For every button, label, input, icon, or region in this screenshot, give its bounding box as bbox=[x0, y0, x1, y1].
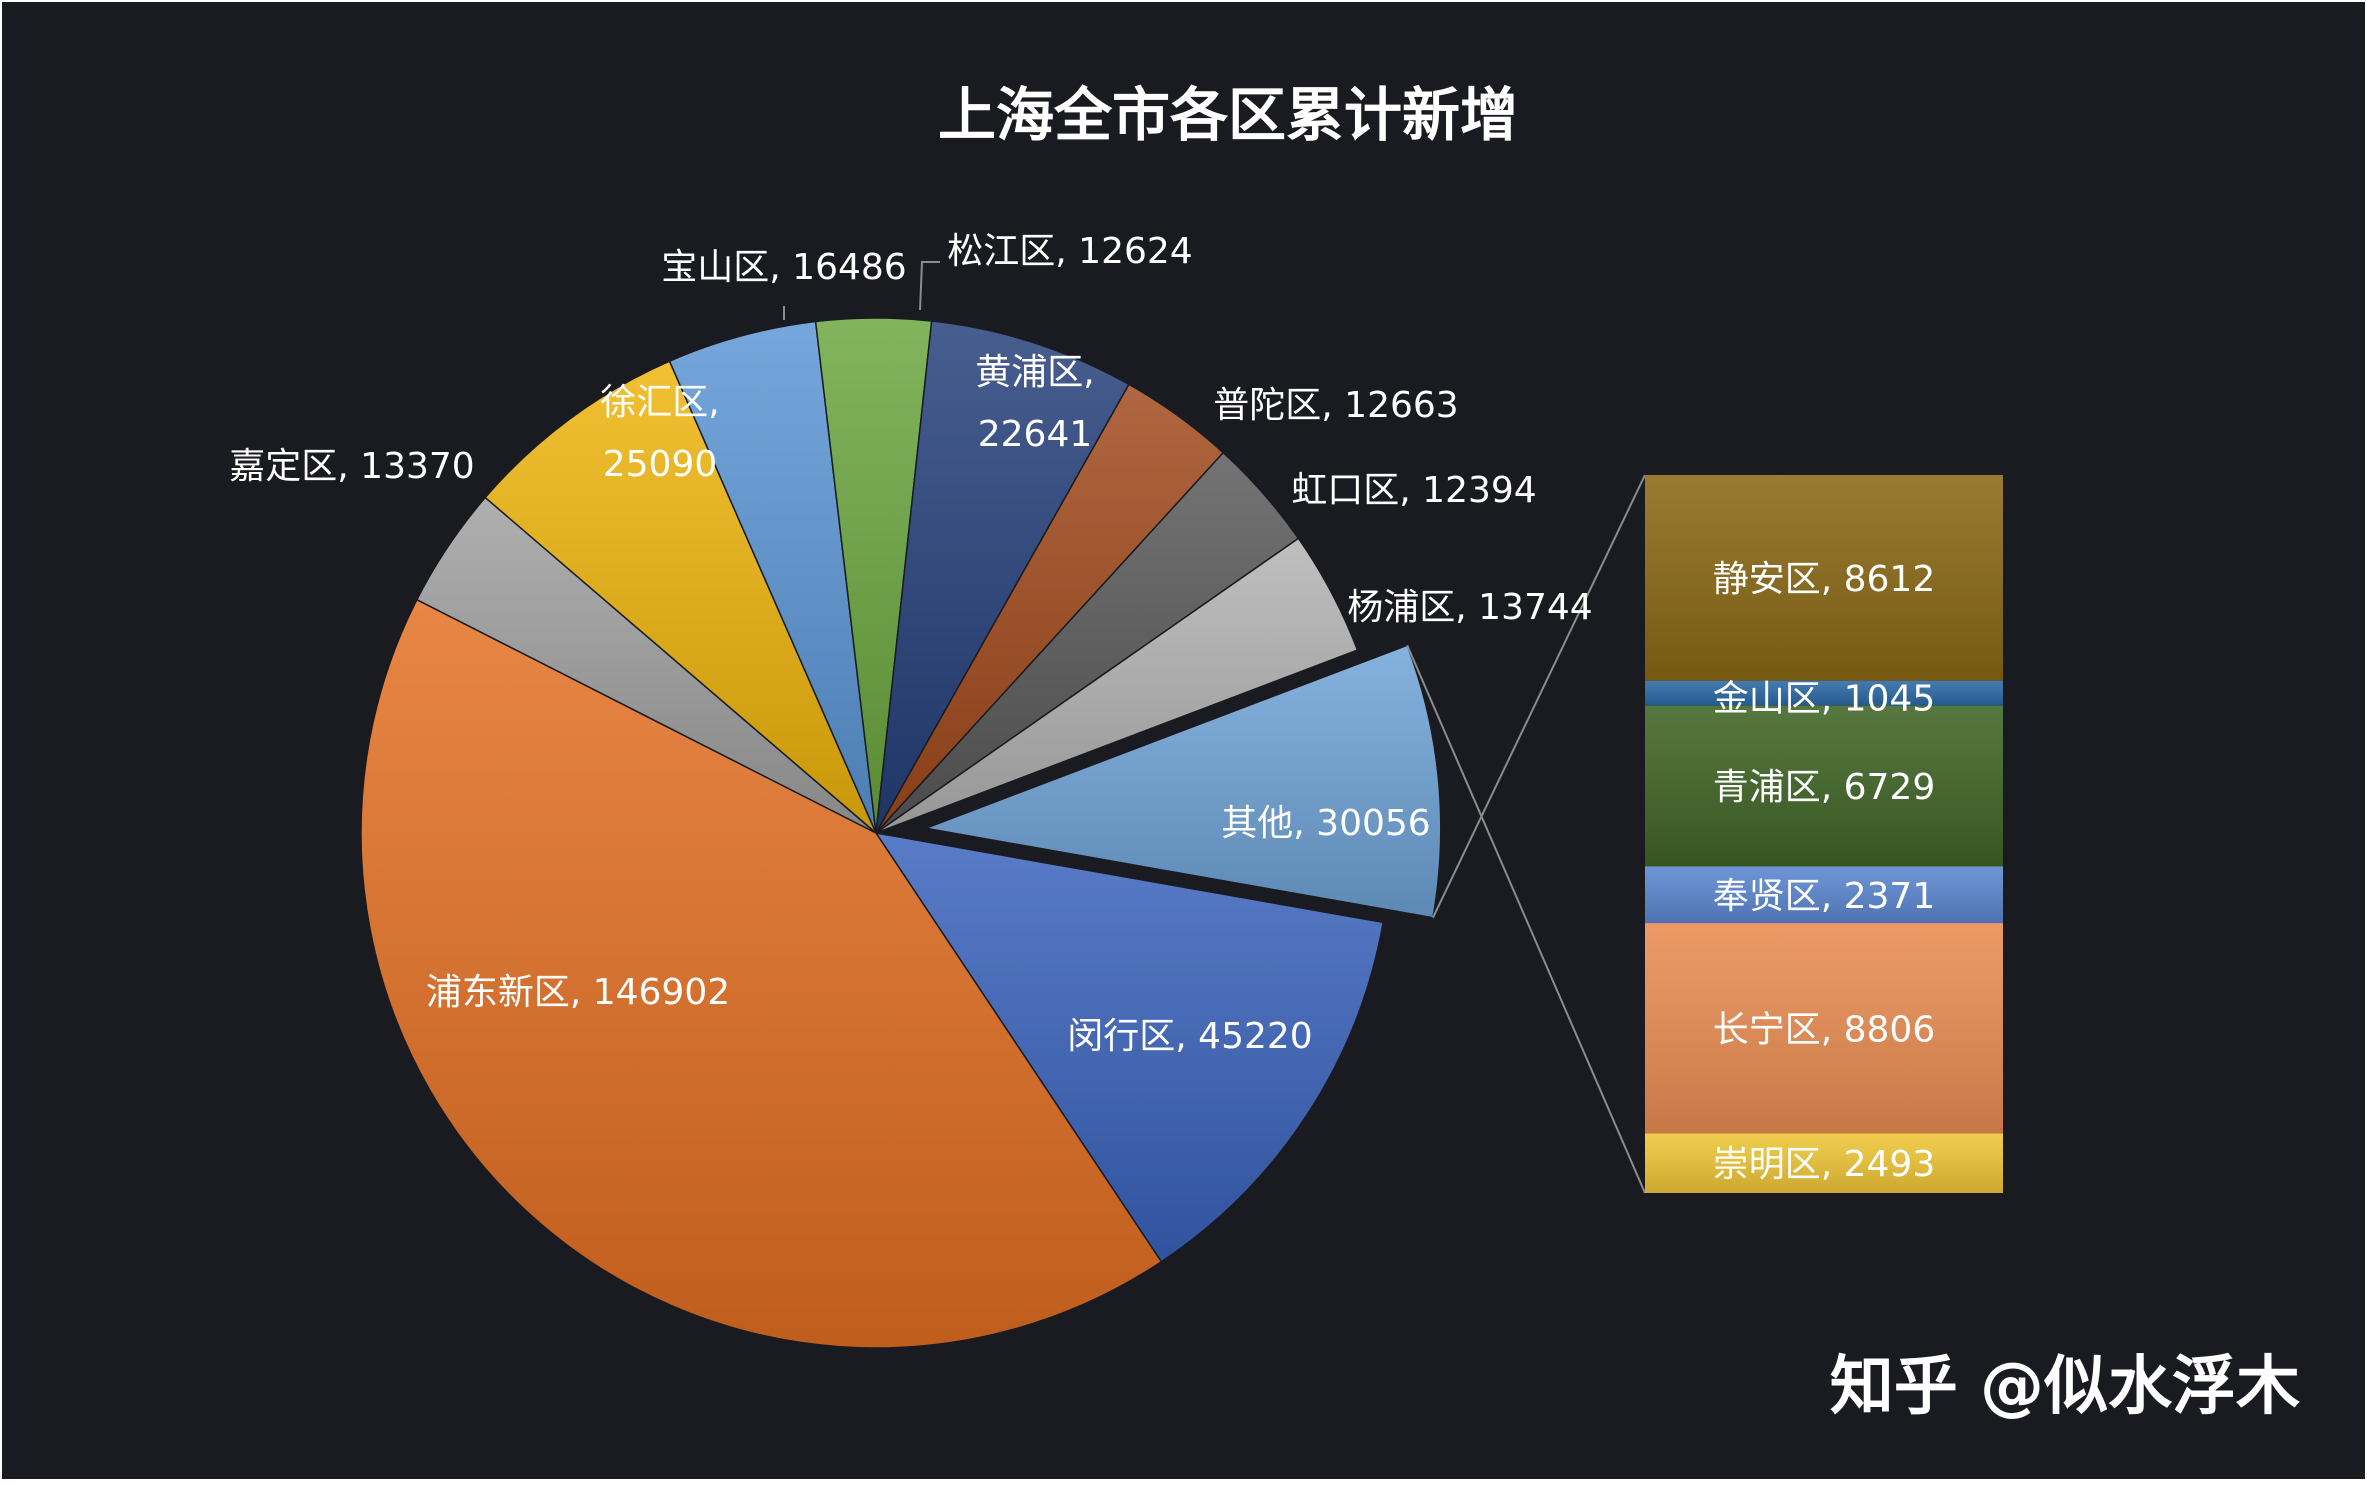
slice-shade bbox=[484, 360, 877, 834]
leader-line bbox=[919, 261, 940, 311]
bar-segment-shade bbox=[1645, 866, 2003, 924]
breakdown-bar bbox=[1645, 475, 2003, 1193]
slice-label: 其他, 30056 bbox=[1221, 803, 1430, 844]
slice-shade bbox=[668, 320, 877, 834]
slice-shade bbox=[875, 320, 1130, 834]
slice-label: 杨浦区, 13744 bbox=[1347, 587, 1592, 628]
bar-segment-shade bbox=[1645, 923, 2003, 1134]
leader-lines bbox=[783, 261, 1646, 1194]
bar-segment-label: 长宁区, 8806 bbox=[1713, 1009, 1936, 1050]
slice-label: 嘉定区, 13370 bbox=[229, 446, 474, 487]
bar-segment-shade bbox=[1645, 475, 2003, 681]
connector-line-top bbox=[1432, 474, 1646, 919]
bar-segment-label: 崇明区, 2493 bbox=[1713, 1144, 1936, 1185]
slice-labels: 闵行区, 45220 浦东新区, 146902 嘉定区, 13370 徐汇区, 2509… bbox=[229, 231, 1935, 1185]
slice-shade bbox=[360, 598, 1163, 1349]
slice-shade bbox=[922, 644, 1442, 919]
slice-label: 松江区, 12624 bbox=[947, 231, 1192, 272]
slice-label: 虹口区, 12394 bbox=[1291, 470, 1536, 511]
slice-label: 黄浦区, bbox=[975, 352, 1094, 393]
bar-segment-label: 奉贤区, 2371 bbox=[1713, 876, 1936, 917]
slice-label: 25090 bbox=[603, 444, 718, 485]
bar-segment-shade bbox=[1645, 1133, 2003, 1193]
bar-segment-label: 静安区, 8612 bbox=[1713, 559, 1936, 600]
slice-label: 22641 bbox=[978, 414, 1093, 455]
bar-segment-label: 青浦区, 6729 bbox=[1713, 767, 1936, 808]
watermark: 知乎 @似水浮木 bbox=[1830, 1350, 2300, 1424]
slice-label: 普陀区, 12663 bbox=[1213, 385, 1458, 426]
slice-shade bbox=[874, 831, 1385, 1263]
bar-segment-shade bbox=[1645, 705, 2003, 867]
bar-segment-label: 金山区, 1045 bbox=[1713, 679, 1936, 720]
connector-line-bottom bbox=[1406, 644, 1646, 1194]
chart-title: 上海全市各区累计新增 bbox=[938, 81, 1518, 149]
slice-label: 浦东新区, 146902 bbox=[426, 972, 730, 1013]
slice-shade bbox=[875, 537, 1359, 834]
bar-segment-shade bbox=[1645, 680, 2003, 706]
slice-label: 闵行区, 45220 bbox=[1067, 1016, 1312, 1057]
slice-label: 徐汇区, bbox=[600, 382, 719, 423]
pie-slices bbox=[360, 317, 1442, 1349]
slice-label: 宝山区, 16486 bbox=[661, 247, 906, 288]
